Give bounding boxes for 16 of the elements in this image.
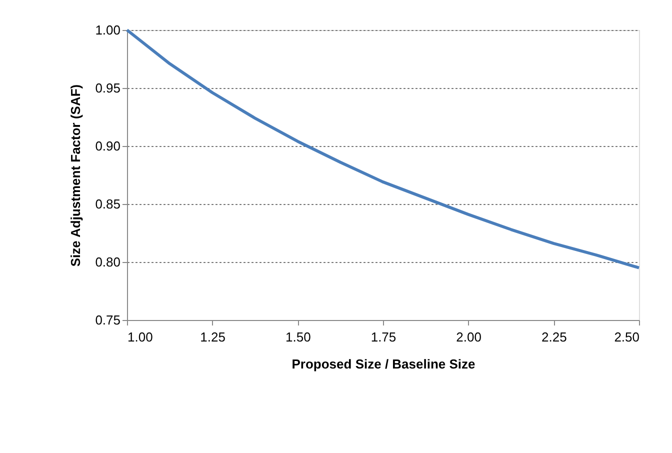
y-tick-label: 1.00	[95, 22, 120, 38]
x-tick-label: 2.50	[614, 330, 640, 344]
x-tick-label: 2.25	[542, 330, 567, 344]
x-tick-label: 1.50	[286, 330, 311, 344]
y-tick-label: 0.95	[95, 80, 120, 96]
y-tick-label: 0.85	[95, 196, 120, 212]
y-tick-label: 0.90	[95, 138, 120, 154]
y-axis-title: Size Adjustment Factor (SAF)	[68, 84, 84, 267]
x-axis-title: Proposed Size / Baseline Size	[292, 356, 476, 372]
x-tick-label: 1.25	[200, 330, 226, 344]
y-tick-label: 0.75	[95, 312, 120, 328]
line-series	[126, 28, 640, 270]
x-tick-label: 1.00	[128, 330, 153, 344]
x-tick-label: 1.75	[370, 330, 396, 344]
x-tick-label: 2.00	[456, 330, 482, 344]
y-tick-label: 0.80	[95, 254, 120, 270]
